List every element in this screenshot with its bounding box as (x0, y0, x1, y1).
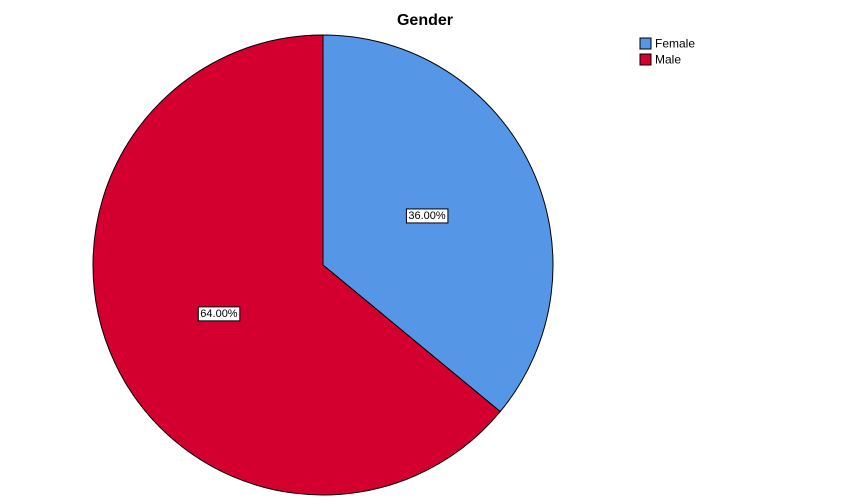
legend-label: Male (655, 53, 681, 67)
legend-swatch (639, 37, 652, 50)
data-label-text: 36.00% (408, 210, 446, 222)
data-label: 36.00% (405, 208, 449, 224)
pie-slice (92, 34, 501, 496)
chart-title: Gender (397, 12, 453, 29)
legend-label: Female (655, 37, 695, 51)
data-label-box (197, 306, 241, 322)
data-label-box (405, 208, 449, 224)
data-label-text: 64.00% (200, 308, 238, 320)
data-label: 64.00% (197, 306, 241, 322)
legend-swatch (639, 53, 652, 66)
